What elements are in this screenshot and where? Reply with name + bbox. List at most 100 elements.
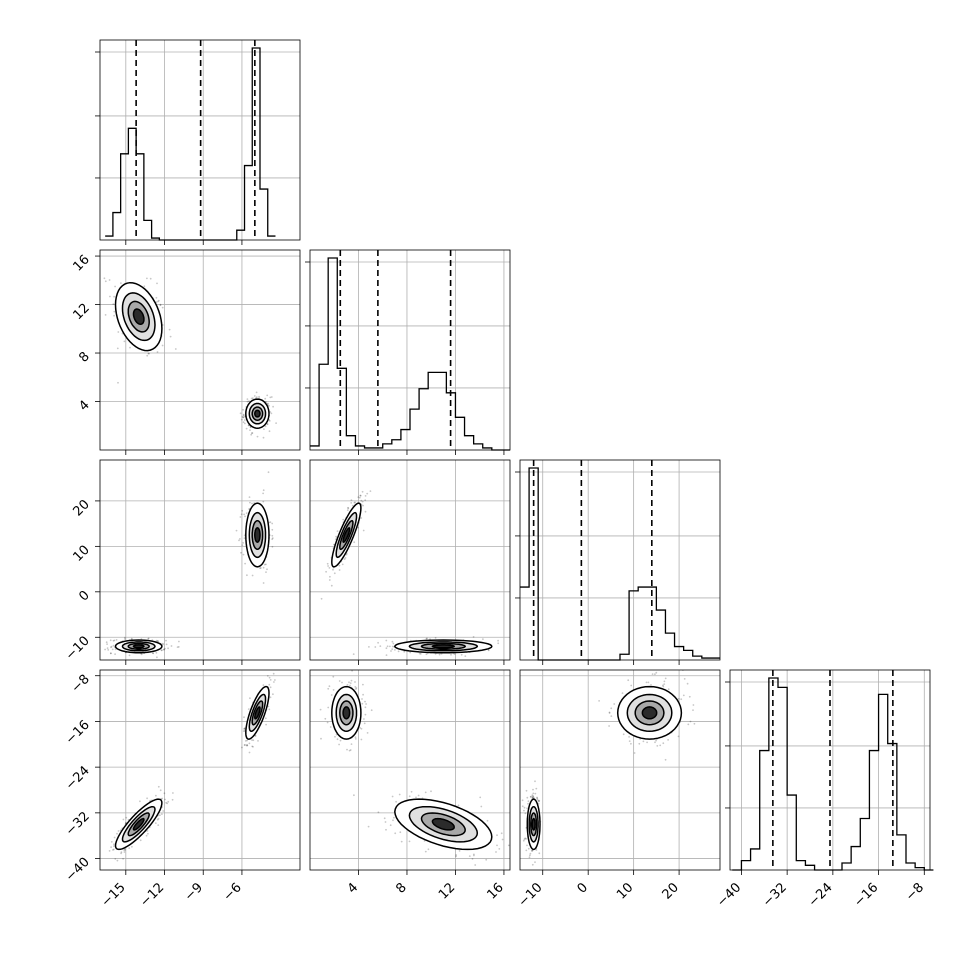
sample-point [262,582,265,584]
sample-point [320,737,322,740]
sample-point [677,697,680,700]
sample-point [394,649,396,651]
sample-point [424,850,427,853]
sample-point [131,845,133,848]
sample-point [241,746,243,749]
sample-point [326,562,329,565]
sample-point [268,420,271,422]
sample-point [147,638,150,640]
sample-point [351,504,354,507]
sample-point [117,381,119,384]
sample-point [391,640,394,643]
contour-level-4 [254,706,261,720]
sample-point [498,848,501,850]
sample-point [124,636,126,639]
sample-point [455,854,458,856]
sample-point [530,850,533,852]
sample-point [655,739,657,742]
sample-point [243,744,246,746]
scatter-panel-2-1 [95,249,301,455]
sample-point [630,684,633,687]
sample-point [258,395,260,398]
sample-point [242,416,245,418]
sample-point [528,856,531,859]
sample-point [359,494,362,497]
sample-point [128,654,131,657]
sample-point [113,845,115,847]
sample-point [262,489,265,492]
sample-point [255,391,258,394]
sample-point [155,639,158,642]
sample-point [328,685,331,688]
sample-point [529,854,531,857]
sample-point [122,818,125,821]
scatter-panel-3-2 [309,459,511,665]
sample-point [332,689,335,691]
sample-point [269,396,272,399]
sample-point [239,538,241,540]
sample-point [113,314,115,317]
sample-point [457,804,460,807]
sample-point [627,679,630,682]
sample-point [114,653,116,655]
sample-point [163,792,166,795]
panel-contents [103,277,277,439]
sample-point [120,282,122,284]
x-tick-label: 20 [660,880,682,902]
sample-point [246,400,249,403]
sample-point [647,681,650,684]
sample-point [472,636,475,638]
sample-point [352,653,355,655]
contour-level-4 [132,817,145,831]
sample-point [525,789,528,792]
sample-point [160,649,163,652]
sample-point [110,841,113,843]
sample-point [159,303,162,306]
sample-point [162,810,165,812]
sample-point [534,861,536,863]
sample-point [336,738,339,741]
sample-point [157,824,160,826]
histogram-panel-2 [305,249,511,455]
panel-contents [320,490,500,657]
panel-frame [99,39,301,241]
sample-point [268,708,271,711]
sample-point [157,299,160,302]
sample-point [268,430,271,433]
sample-point [426,637,428,640]
sample-point [361,698,363,700]
y-tick-label: −16 [63,718,93,748]
contour-level-4 [132,644,145,649]
sample-point [343,558,346,561]
sample-point [339,739,342,742]
sample-point [112,303,115,305]
panel-background [100,250,300,450]
panel-background [310,460,510,660]
sample-point [262,436,265,439]
sample-point [113,836,116,839]
sample-point [377,811,380,814]
panel-contents [108,672,276,862]
sample-point [106,643,108,645]
sample-point [350,679,353,682]
sample-point [241,509,244,512]
sample-point [496,834,498,837]
sample-point [628,740,631,742]
sample-point [269,411,272,413]
sample-point [269,696,272,699]
panel-background [100,460,300,660]
sample-point [630,742,632,745]
sample-point [268,676,271,679]
sample-point [336,530,339,532]
sample-point [116,347,119,350]
sample-point [344,557,347,559]
sample-point [167,647,170,650]
sample-point [265,563,267,566]
sample-point [353,501,356,504]
sample-point [663,680,666,683]
x-tick-label: −6 [221,880,245,904]
sample-point [328,579,331,581]
sample-point [169,335,172,338]
sample-point [164,798,167,801]
sample-point [527,847,530,850]
